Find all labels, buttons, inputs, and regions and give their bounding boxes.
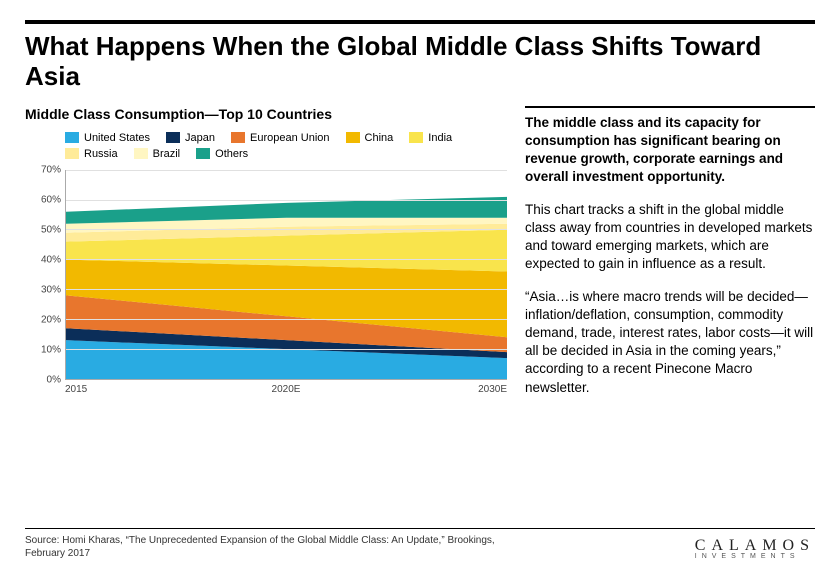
commentary-panel: The middle class and its capacity for co…: [525, 106, 815, 411]
x-tick: 2015: [65, 384, 87, 395]
legend-item: Japan: [166, 132, 215, 144]
brand-block: CALAMOS INVESTMENTS: [695, 537, 815, 560]
legend-label: Others: [215, 148, 248, 160]
y-tick: 60%: [41, 194, 61, 205]
legend-label: India: [428, 132, 452, 144]
legend-label: Japan: [185, 132, 215, 144]
gridline: [66, 319, 507, 320]
y-axis: 0%10%20%30%40%50%60%70%: [25, 170, 65, 380]
brand-sub: INVESTMENTS: [695, 553, 815, 560]
gridline: [66, 200, 507, 201]
legend-swatch: [346, 132, 360, 143]
gridline: [66, 259, 507, 260]
legend-label: European Union: [250, 132, 330, 144]
legend-swatch: [65, 148, 79, 159]
legend-item: Others: [196, 148, 248, 160]
legend-item: China: [346, 132, 394, 144]
gridline: [66, 229, 507, 230]
y-tick: 10%: [41, 344, 61, 355]
y-tick: 20%: [41, 314, 61, 325]
commentary-lead: The middle class and its capacity for co…: [525, 114, 815, 187]
page-title: What Happens When the Global Middle Clas…: [25, 32, 815, 92]
y-tick: 50%: [41, 224, 61, 235]
legend-label: Russia: [84, 148, 118, 160]
legend-label: United States: [84, 132, 150, 144]
legend-item: India: [409, 132, 452, 144]
chart-title: Middle Class Consumption—Top 10 Countrie…: [25, 106, 507, 122]
content-row: Middle Class Consumption—Top 10 Countrie…: [25, 106, 815, 411]
chart-panel: Middle Class Consumption—Top 10 Countrie…: [25, 106, 507, 411]
legend-swatch: [231, 132, 245, 143]
legend-swatch: [134, 148, 148, 159]
legend-swatch: [196, 148, 210, 159]
gridline: [66, 349, 507, 350]
plot-area: [65, 170, 507, 380]
y-tick: 0%: [47, 374, 61, 385]
legend-item: Brazil: [134, 148, 181, 160]
gridline: [66, 170, 507, 171]
stacked-area-svg: [66, 170, 507, 379]
legend-label: China: [365, 132, 394, 144]
legend-swatch: [166, 132, 180, 143]
footer: Source: Homi Kharas, “The Unprecedented …: [25, 528, 815, 560]
legend-item: European Union: [231, 132, 330, 144]
x-tick: 2030E: [478, 384, 507, 395]
legend-swatch: [65, 132, 79, 143]
gridline: [66, 289, 507, 290]
legend-swatch: [409, 132, 423, 143]
y-tick: 40%: [41, 254, 61, 265]
commentary-para-2: This chart tracks a shift in the global …: [525, 201, 815, 274]
y-tick: 70%: [41, 164, 61, 175]
x-axis: 2015 2020E 2030E: [65, 384, 507, 398]
x-tick: 2020E: [272, 384, 301, 395]
source-line: Source: Homi Kharas, “The Unprecedented …: [25, 535, 505, 560]
legend-item: United States: [65, 132, 150, 144]
commentary-para-3: “Asia…is where macro trends will be deci…: [525, 288, 815, 397]
chart-legend: United States Japan European Union China Ind…: [65, 132, 507, 160]
legend-label: Brazil: [153, 148, 181, 160]
y-tick: 30%: [41, 284, 61, 295]
legend-item: Russia: [65, 148, 118, 160]
chart-area: 0%10%20%30%40%50%60%70%: [25, 170, 507, 380]
